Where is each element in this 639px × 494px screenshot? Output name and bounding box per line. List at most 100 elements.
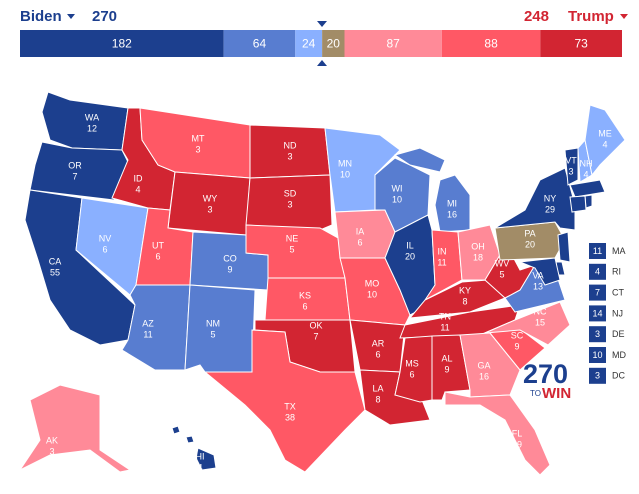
state-votes: 6 — [155, 251, 160, 261]
bar-segment-label: 20 — [327, 37, 341, 51]
bar-segment-label: 73 — [574, 37, 588, 51]
small-state-abbr: MA — [612, 246, 626, 256]
state-votes: 38 — [285, 412, 295, 422]
state-abbr: KY — [459, 285, 471, 295]
state-abbr: TN — [439, 311, 451, 321]
state-abbr: VA — [532, 270, 543, 280]
state-abbr: WA — [85, 112, 99, 122]
state-votes: 20 — [405, 251, 415, 261]
small-state-abbr: DC — [612, 371, 625, 381]
state-votes: 8 — [462, 296, 467, 306]
logo: 270 TO WIN — [523, 359, 571, 402]
state-shape[interactable] — [584, 104, 626, 177]
vote-bar: 182 64 24 20 87 88 73 — [20, 30, 622, 57]
small-state-votes: 4 — [595, 267, 600, 277]
state-abbr: NH — [580, 158, 593, 168]
state-abbr: ID — [134, 173, 144, 183]
small-state-box[interactable] — [589, 284, 606, 301]
state-abbr: LA — [372, 383, 383, 393]
state-votes: 11 — [143, 329, 152, 339]
right-candidate[interactable]: Trump — [568, 8, 614, 25]
state-votes: 13 — [533, 281, 543, 291]
state-abbr: MS — [405, 358, 419, 368]
state-abbr: IA — [356, 226, 365, 236]
small-state-box[interactable] — [589, 326, 606, 343]
state-abbr: NM — [206, 318, 220, 328]
state-votes: 6 — [375, 349, 380, 359]
state-abbr: FL — [512, 428, 523, 438]
small-state-abbr: MD — [612, 350, 626, 360]
small-state-box[interactable] — [589, 347, 606, 363]
state-abbr: MT — [192, 133, 205, 143]
state-votes: 8 — [375, 394, 380, 404]
majority-marker-top — [317, 21, 327, 27]
right-dropdown-arrow[interactable] — [620, 14, 628, 19]
state-abbr: MO — [365, 278, 380, 288]
state-abbr: UT — [152, 240, 164, 250]
state-abbr: AK — [46, 435, 58, 445]
state-abbr: ME — [598, 128, 612, 138]
state-shape[interactable] — [484, 301, 571, 346]
state-shape[interactable] — [494, 167, 576, 231]
state-abbr: CA — [49, 256, 62, 266]
state-abbr: MI — [447, 198, 457, 208]
state-votes: 10 — [340, 169, 350, 179]
state-abbr: PA — [524, 228, 535, 238]
state-abbr: TX — [284, 401, 296, 411]
state-abbr: AR — [372, 338, 385, 348]
state-votes: 18 — [473, 252, 483, 262]
left-dropdown-arrow[interactable] — [67, 14, 75, 19]
bar-segment — [344, 30, 442, 57]
state-abbr: GA — [477, 360, 490, 370]
state-shape[interactable] — [18, 384, 132, 473]
bar-segment-label: 24 — [302, 37, 316, 51]
state-abbr: KS — [299, 290, 311, 300]
state-abbr: OH — [471, 241, 485, 251]
state-shape[interactable] — [444, 391, 551, 476]
state-shape[interactable] — [569, 179, 606, 198]
bar-segment — [540, 30, 622, 57]
logo-number: 270 — [523, 359, 568, 389]
logo-win: WIN — [542, 385, 571, 402]
small-state-list: 11 MA 4 RI 7 CT 14 NJ 3 DE 10 MD 3 DC — [589, 243, 626, 384]
bar-segment-label: 88 — [484, 37, 498, 51]
small-state-box[interactable] — [589, 263, 606, 280]
state-abbr: WI — [392, 183, 403, 193]
state-votes: 7 — [313, 331, 318, 341]
us-map — [18, 91, 626, 476]
left-candidate[interactable]: Biden — [20, 8, 62, 25]
state-votes: 10 — [367, 289, 377, 299]
state-shape[interactable] — [519, 257, 561, 286]
state-votes: 55 — [50, 267, 60, 277]
state-votes: 9 — [444, 364, 449, 374]
small-state-votes: 10 — [592, 350, 602, 360]
state-votes: 4 — [583, 169, 588, 179]
state-abbr: WY — [203, 193, 218, 203]
state-votes: 11 — [437, 257, 446, 267]
state-shape[interactable] — [184, 284, 256, 373]
state-shape[interactable] — [29, 141, 129, 201]
small-state-votes: 11 — [593, 246, 602, 256]
state-votes: 4 — [602, 139, 607, 149]
small-state-box[interactable] — [589, 367, 606, 384]
state-votes: 3 — [49, 446, 54, 456]
state-shape[interactable] — [171, 425, 217, 471]
state-abbr: SC — [511, 330, 524, 340]
state-shape[interactable] — [245, 174, 333, 231]
state-shape[interactable] — [203, 329, 366, 473]
state-abbr: OK — [309, 320, 322, 330]
state-shape[interactable] — [334, 209, 396, 259]
small-state-box[interactable] — [589, 243, 606, 259]
state-votes: 29 — [512, 439, 522, 449]
state-votes: 9 — [514, 341, 519, 351]
state-shape[interactable] — [557, 231, 571, 263]
state-shape[interactable] — [564, 147, 579, 186]
small-state-abbr: NJ — [612, 308, 623, 318]
small-state-abbr: RI — [612, 267, 621, 277]
state-votes: 20 — [525, 239, 535, 249]
small-state-box[interactable] — [589, 305, 606, 322]
state-votes: 4 — [135, 184, 140, 194]
state-shape[interactable] — [569, 195, 587, 213]
